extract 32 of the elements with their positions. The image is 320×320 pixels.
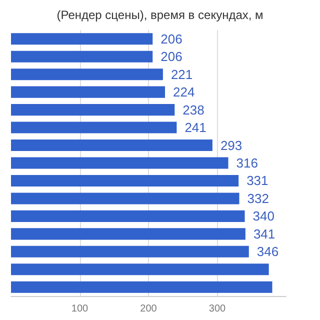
data-label: 238 (182, 102, 204, 118)
x-tick-label: 200 (140, 304, 158, 314)
data-label: 346 (256, 244, 279, 260)
bar (11, 122, 177, 134)
data-label: 340 (252, 208, 274, 224)
bar (11, 281, 272, 293)
bar (11, 140, 212, 152)
bar (11, 104, 175, 116)
bar (11, 157, 228, 169)
data-label: 221 (170, 66, 193, 82)
bar (11, 33, 153, 45)
data-label: 331 (246, 173, 268, 188)
data-label: 224 (173, 84, 195, 100)
data-label: 206 (160, 49, 182, 64)
data-label: 293 (220, 138, 242, 153)
bar (11, 50, 153, 62)
bar (11, 246, 249, 258)
chart-title: (Рендер сцены), время в секундах, м (56, 8, 264, 22)
bar (11, 86, 165, 98)
bar (11, 228, 246, 240)
bar (11, 192, 240, 204)
data-label: 241 (184, 120, 206, 136)
x-tick-label: 300 (208, 304, 226, 314)
bar (11, 174, 239, 186)
bar (11, 210, 245, 222)
data-label: 341 (253, 226, 276, 242)
data-label: 206 (160, 31, 182, 46)
data-label: 316 (236, 156, 258, 170)
x-tick-label: 100 (71, 304, 89, 314)
data-label: 332 (247, 190, 269, 206)
bar (11, 264, 269, 276)
bar (11, 68, 163, 80)
